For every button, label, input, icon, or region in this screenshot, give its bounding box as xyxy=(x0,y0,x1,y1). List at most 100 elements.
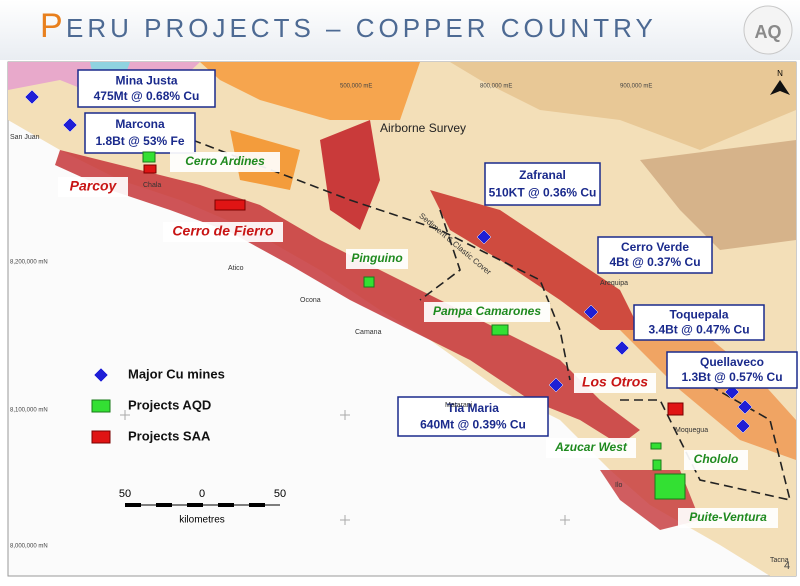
project-saa-label: Cerro de Fierro xyxy=(172,223,274,239)
project-aqd-marker xyxy=(650,442,662,450)
project-saa-label-box xyxy=(58,177,128,197)
project-aqd-label-box xyxy=(684,450,748,470)
project-aqd-marker xyxy=(363,276,375,288)
grid-label: 900,000 mE xyxy=(620,84,652,90)
mine-marker xyxy=(24,89,40,105)
mine-marker xyxy=(548,377,564,393)
header-bg xyxy=(0,0,800,60)
mine-detail: 1.3Bt @ 0.57% Cu xyxy=(681,370,782,384)
coastal-batholith xyxy=(55,150,640,445)
geology xyxy=(200,62,420,120)
legend-saa-swatch xyxy=(91,430,111,444)
grid-label: 8,200,000 mN xyxy=(10,260,48,266)
grid-label: 8,000,000 mN xyxy=(10,544,48,550)
logo-circle xyxy=(743,5,793,55)
project-aqd-label-box xyxy=(424,302,550,322)
place-label: Atico xyxy=(228,265,244,272)
project-aqd-label: Azucar West xyxy=(554,440,628,454)
survey-label: Airborne Survey xyxy=(380,121,466,135)
scale-label: 50 xyxy=(274,488,286,500)
mine-detail: 1.8Bt @ 53% Fe xyxy=(95,134,184,148)
place-label: Tacna xyxy=(770,557,789,564)
project-aqd-label-box xyxy=(170,152,280,172)
mine-callout xyxy=(77,69,216,108)
mine-marker xyxy=(735,418,751,434)
mine-name: Marcona xyxy=(115,117,165,131)
geology xyxy=(640,140,796,250)
place-label: Matarani xyxy=(445,402,473,409)
project-aqd-label: Pinguino xyxy=(351,251,402,265)
project-aqd-label: Puite-Ventura xyxy=(689,510,767,524)
legend-label: Major Cu mines xyxy=(128,366,225,381)
title-initial: P xyxy=(40,7,63,45)
geology xyxy=(620,330,796,460)
mine-name: Quellaveco xyxy=(700,355,764,369)
place-label: Chala xyxy=(143,182,161,189)
project-aqd-label: Chololo xyxy=(694,452,739,466)
grid-label: 8,100,000 mN xyxy=(10,408,48,414)
place-label: Camana xyxy=(355,329,382,336)
scale-unit: kilometres xyxy=(179,515,225,526)
place-label: Ocona xyxy=(300,297,321,304)
grid-label: 500,000 mE xyxy=(340,84,372,90)
north-label: N xyxy=(777,69,783,78)
mine-callout xyxy=(84,112,196,154)
project-aqd-label-box xyxy=(678,508,778,528)
project-aqd-label-box xyxy=(546,438,636,458)
scale-label: 50 xyxy=(119,488,131,500)
project-aqd-marker xyxy=(654,473,686,500)
mine-name: Zafranal xyxy=(519,168,566,182)
mine-callout xyxy=(633,304,765,341)
mine-callout xyxy=(397,396,549,437)
mine-name: Toquepala xyxy=(669,308,728,322)
project-saa-label: Los Otros xyxy=(582,374,648,390)
mine-name: Cerro Verde xyxy=(621,240,689,254)
place-label: Arequipa xyxy=(600,280,628,287)
mine-name: Tia Maria xyxy=(447,401,499,415)
mine-marker xyxy=(62,117,78,133)
mine-callout xyxy=(597,236,713,274)
legend-label: Projects AQD xyxy=(128,397,211,412)
geology xyxy=(450,62,796,150)
legend-label: Projects SAA xyxy=(128,428,211,443)
project-aqd-label: Pampa Camarones xyxy=(433,304,541,318)
mine-marker xyxy=(93,367,109,383)
mine-callout xyxy=(484,162,601,206)
project-aqd-marker xyxy=(142,151,156,163)
project-saa-label-box xyxy=(163,222,283,242)
scale-label: 0 xyxy=(199,488,205,500)
mine-detail: 640Mt @ 0.39% Cu xyxy=(420,417,526,431)
place-label: Ilo xyxy=(615,482,623,489)
page-number: 4 xyxy=(784,560,790,572)
north-arrow xyxy=(770,80,790,95)
project-saa-marker xyxy=(667,402,684,416)
mine-callout xyxy=(666,351,798,389)
legend-aqd-swatch xyxy=(91,399,111,413)
project-saa-marker xyxy=(214,199,246,211)
survey-boundary xyxy=(139,119,792,502)
project-aqd-marker xyxy=(491,324,509,336)
project-aqd-label: Cerro Ardines xyxy=(185,154,265,168)
place-label: Moquegua xyxy=(675,427,708,434)
project-saa-label: Parcoy xyxy=(70,178,118,194)
project-saa-label-box xyxy=(574,373,656,393)
mine-name: Mina Justa xyxy=(115,73,177,87)
place-label: San Juan xyxy=(10,134,40,141)
mine-marker xyxy=(583,304,599,320)
project-aqd-label-box xyxy=(346,249,408,269)
mine-detail: 510KT @ 0.36% Cu xyxy=(489,185,597,199)
mine-detail: 4Bt @ 0.37% Cu xyxy=(609,255,700,269)
mine-marker xyxy=(614,340,630,356)
grid-label: 800,000 mE xyxy=(480,84,512,90)
mine-detail: 3.4Bt @ 0.47% Cu xyxy=(648,322,749,336)
geology xyxy=(320,120,380,230)
grid-crosses xyxy=(120,410,570,525)
geology xyxy=(430,190,640,330)
mine-marker xyxy=(476,229,492,245)
title: ERU PROJECTS – COPPER COUNTRY xyxy=(66,13,657,43)
project-saa-marker xyxy=(143,164,157,174)
project-aqd-marker xyxy=(652,459,662,471)
mine-marker xyxy=(737,399,753,415)
